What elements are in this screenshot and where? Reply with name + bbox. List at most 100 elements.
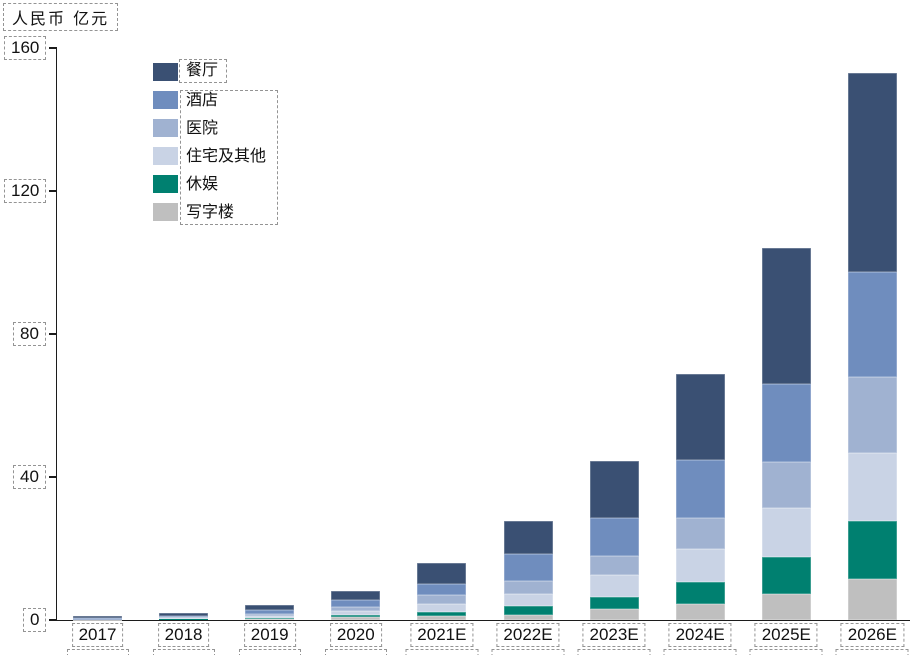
bar-segment: [159, 619, 209, 620]
bar-segment: [417, 615, 467, 620]
bar-segment: [847, 520, 897, 579]
bar-segment: [503, 605, 553, 615]
annotation-box-partial: [835, 649, 909, 655]
bar-segment: [417, 603, 467, 612]
legend-swatch: [153, 175, 178, 193]
bar-segment: [847, 453, 897, 521]
bar-segment: [589, 596, 639, 609]
bar-segment: [589, 608, 639, 620]
y-tick-label: 80: [13, 322, 46, 346]
bar-segment: [159, 617, 209, 619]
bar-segment: [331, 611, 381, 615]
legend-swatch: [153, 63, 178, 81]
y-tick-label: 0: [23, 608, 47, 632]
bar-segment: [417, 611, 467, 616]
legend-swatch: [153, 91, 178, 109]
bar-segment: [331, 617, 381, 620]
y-axis-line: [55, 47, 57, 621]
x-axis-label: 2024E: [668, 623, 732, 647]
annotation-box-partial: [66, 649, 129, 655]
y-tick-label: 120: [4, 179, 47, 203]
bar-segment: [675, 517, 725, 550]
x-axis-label: 2023E: [582, 623, 646, 647]
annotation-box-partial: [238, 649, 301, 655]
bar-segment: [503, 593, 553, 606]
x-axis-label: 2020: [329, 623, 382, 647]
legend-annotation-box: [180, 90, 278, 225]
annotation-box-partial: [405, 649, 479, 655]
bar-segment: [417, 595, 467, 604]
bar-segment: [675, 603, 725, 620]
x-axis-line: [55, 619, 910, 621]
bar-segment: [73, 616, 122, 618]
legend-first-annotation-box: 餐厅: [179, 59, 228, 83]
x-axis-label: 2025E: [754, 623, 818, 647]
bar-segment: [417, 562, 467, 584]
bar-segment: [589, 555, 639, 576]
y-tick-label: 40: [13, 465, 46, 489]
bar-segment: [675, 582, 725, 604]
x-axis-label: 2022E: [496, 623, 560, 647]
bar-segment: [417, 583, 467, 596]
x-axis-label: 2018: [157, 623, 210, 647]
annotation-box-partial: [152, 649, 215, 655]
legend-label: 餐厅: [186, 60, 219, 79]
y-tick-mark: [49, 619, 56, 621]
bar-segment: [159, 618, 209, 619]
annotation-box-partial: [663, 649, 737, 655]
x-axis-label: 2019: [243, 623, 296, 647]
bar-segment: [245, 610, 295, 614]
y-tick-label: 160: [4, 36, 47, 60]
bar-segment: [847, 271, 897, 377]
bar-segment: [589, 575, 639, 597]
bar-segment: [761, 507, 811, 558]
legend-label: 休娱: [186, 174, 219, 193]
y-tick-mark: [49, 190, 56, 192]
legend-swatch: [153, 119, 178, 137]
y-tick-mark: [49, 47, 56, 49]
bar-segment: [245, 618, 295, 620]
legend-label: 住宅及其他: [186, 146, 267, 165]
bar-segment: [73, 617, 122, 619]
bar-segment: [675, 549, 725, 583]
bar-segment: [159, 612, 209, 616]
bar-segment: [245, 613, 295, 617]
y-axis-title: 人民币 亿元: [3, 3, 119, 31]
bar-segment: [761, 557, 811, 594]
bar-segment: [245, 616, 295, 618]
bar-segment: [503, 554, 553, 581]
bar-segment: [503, 520, 553, 555]
bar-segment: [675, 374, 725, 460]
bar-segment: [331, 614, 381, 618]
bar-segment: [847, 578, 897, 620]
bar-segment: [503, 614, 553, 620]
bar-segment: [761, 593, 811, 620]
bar-segment: [331, 600, 381, 607]
legend-swatch: [153, 203, 178, 221]
bar-segment: [159, 615, 209, 618]
bar-segment: [761, 461, 811, 508]
bar-segment: [245, 617, 295, 619]
bar-segment: [331, 591, 381, 601]
x-axis-label: 2026E: [840, 623, 904, 647]
x-axis-label: 2017: [71, 623, 124, 647]
bar-segment: [503, 580, 553, 594]
bar-segment: [761, 384, 811, 462]
bar-segment: [675, 459, 725, 518]
y-tick-mark: [49, 333, 56, 335]
annotation-box-partial: [749, 649, 823, 655]
legend-swatch: [153, 147, 178, 165]
bar-segment: [847, 376, 897, 454]
bar-segment: [589, 461, 639, 518]
bar-segment: [245, 604, 295, 611]
x-axis-label: 2021E: [410, 623, 474, 647]
y-tick-mark: [49, 476, 56, 478]
legend-label: 酒店: [186, 90, 219, 109]
bar-segment: [761, 248, 811, 385]
legend-label: 写字楼: [186, 202, 235, 221]
annotation-box-partial: [577, 649, 651, 655]
bar-segment: [589, 517, 639, 556]
annotation-box-partial: [324, 649, 387, 655]
annotation-box-partial: [491, 649, 565, 655]
